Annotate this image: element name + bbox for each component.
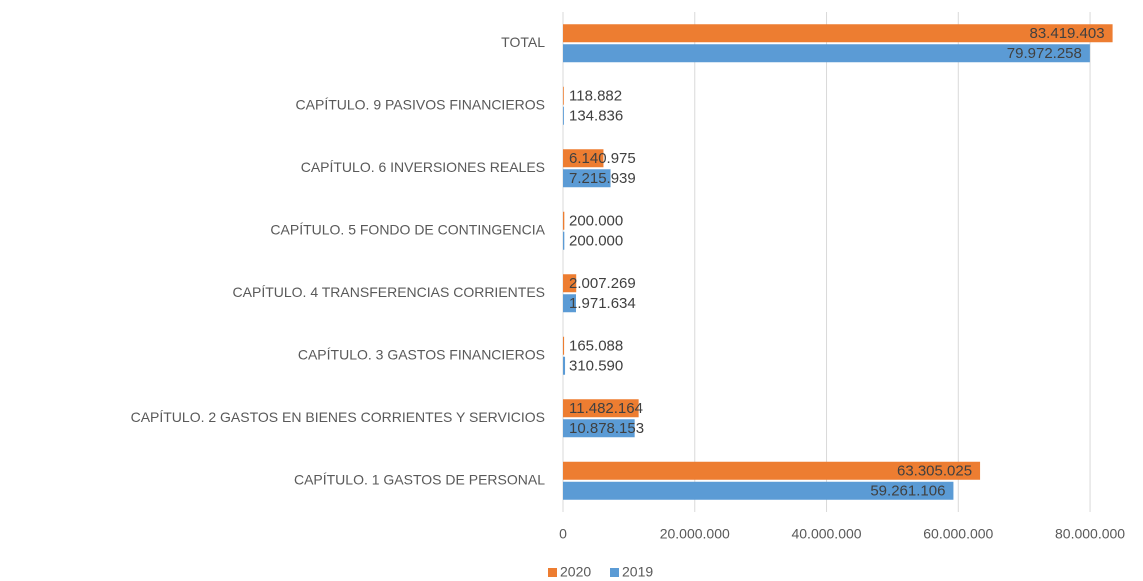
data-label: 1.971.634: [569, 295, 636, 312]
legend-label: 2019: [622, 564, 653, 580]
data-label: 6.140.975: [569, 150, 636, 167]
data-label: 59.261.106: [870, 483, 945, 500]
bar: [563, 44, 1090, 63]
bar: [563, 274, 577, 293]
legend-label: 2020: [560, 564, 591, 580]
category-label: CAPÍTULO. 3 GASTOS FINANCIEROS: [298, 346, 545, 362]
bar: [563, 149, 604, 168]
category-label: CAPÍTULO. 6 INVERSIONES REALES: [301, 159, 545, 175]
category-label: CAPÍTULO. 2 GASTOS EN BIENES CORRIENTES …: [131, 409, 545, 425]
data-label: 310.590: [569, 358, 623, 375]
data-label: 165.088: [569, 338, 623, 355]
legend-swatch: [548, 568, 557, 577]
category-label: TOTAL: [501, 34, 545, 50]
data-label: 11.482.164: [569, 400, 643, 417]
bar: [563, 336, 565, 355]
data-label: 10.878.153: [569, 420, 644, 437]
data-label: 134.836: [569, 108, 623, 125]
x-tick-label: 80.000.000: [1055, 526, 1125, 542]
bar: [563, 231, 565, 250]
bar: [563, 106, 564, 125]
bar: [563, 481, 954, 500]
data-label: 200.000: [569, 233, 623, 250]
x-tick-label: 0: [559, 526, 567, 542]
bar: [563, 419, 635, 438]
data-label: 200.000: [569, 213, 623, 230]
legend-swatch: [610, 568, 619, 577]
data-label: 79.972.258: [1007, 45, 1082, 62]
bar: [563, 399, 639, 418]
x-tick-label: 20.000.000: [660, 526, 730, 542]
bar: [563, 294, 576, 313]
data-label: 63.305.025: [897, 463, 972, 480]
bar: [563, 461, 981, 480]
bar: [563, 86, 564, 105]
category-label: CAPÍTULO. 9 PASIVOS FINANCIEROS: [296, 96, 545, 112]
category-label: CAPÍTULO. 4 TRANSFERENCIAS CORRIENTES: [233, 284, 545, 300]
data-label: 118.882: [569, 88, 622, 105]
category-label: CAPÍTULO. 1 GASTOS DE PERSONAL: [294, 471, 545, 487]
bar: [563, 211, 565, 230]
bar: [563, 24, 1113, 43]
bar: [563, 356, 566, 375]
data-label: 2.007.269: [569, 275, 636, 292]
x-tick-label: 60.000.000: [923, 526, 993, 542]
x-tick-label: 40.000.000: [791, 526, 861, 542]
category-label: CAPÍTULO. 5 FONDO DE CONTINGENCIA: [270, 221, 545, 237]
data-label: 7.215.939: [569, 170, 636, 187]
data-label: 83.419.403: [1030, 25, 1105, 42]
bar: [563, 169, 611, 188]
